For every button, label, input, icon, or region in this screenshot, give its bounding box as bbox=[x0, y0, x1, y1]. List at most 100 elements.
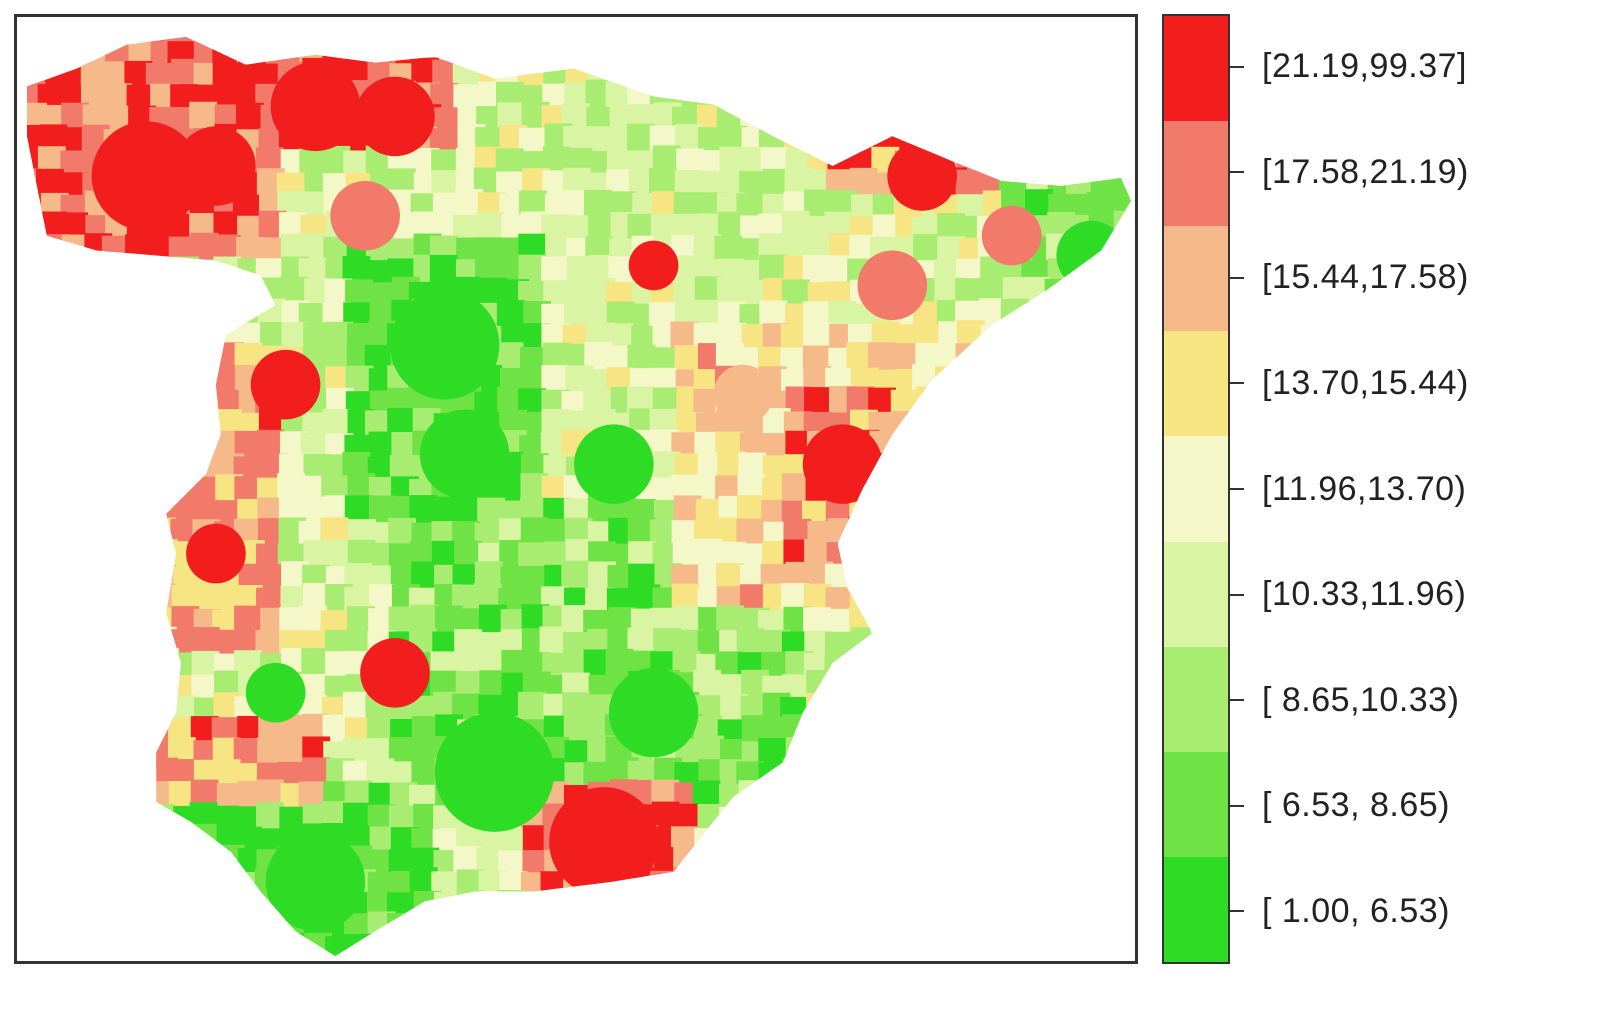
map-region bbox=[1000, 780, 1029, 809]
map-region bbox=[59, 260, 88, 288]
map-region bbox=[126, 562, 155, 591]
map-region bbox=[762, 868, 791, 897]
map-region bbox=[893, 628, 922, 657]
map-region bbox=[17, 959, 45, 961]
map-region bbox=[452, 933, 481, 957]
map-region bbox=[541, 256, 570, 285]
map-region bbox=[432, 936, 461, 957]
map-region bbox=[714, 914, 743, 943]
map-region bbox=[871, 870, 900, 899]
map-region bbox=[849, 871, 877, 899]
map-region bbox=[999, 894, 1028, 923]
map-region bbox=[763, 934, 792, 957]
map-region bbox=[1090, 826, 1119, 855]
map-region bbox=[935, 455, 964, 484]
map-region bbox=[125, 409, 153, 438]
map-region bbox=[1091, 409, 1120, 438]
map-region bbox=[846, 674, 875, 703]
legend-swatch bbox=[1164, 16, 1228, 122]
map-region bbox=[804, 960, 832, 961]
map-region bbox=[26, 781, 48, 810]
map-region bbox=[1112, 957, 1135, 961]
map-region bbox=[190, 368, 219, 397]
map-region bbox=[270, 61, 361, 152]
legend-label: [15.44,17.58) bbox=[1262, 258, 1469, 297]
map-region bbox=[1000, 739, 1029, 768]
map-region bbox=[867, 828, 896, 857]
map-region bbox=[849, 561, 877, 590]
map-region bbox=[430, 958, 458, 961]
map-region bbox=[632, 955, 660, 957]
map-region bbox=[386, 912, 415, 941]
map-region bbox=[81, 954, 110, 957]
map-region bbox=[1130, 648, 1132, 677]
map-region bbox=[825, 671, 854, 700]
map-region bbox=[1070, 366, 1099, 394]
map-region bbox=[1088, 674, 1116, 703]
map-region bbox=[518, 934, 547, 957]
map-region bbox=[911, 563, 940, 592]
map-region bbox=[780, 890, 809, 919]
map-region bbox=[894, 36, 923, 47]
map-region bbox=[455, 37, 484, 65]
map-region bbox=[1004, 82, 1033, 111]
map-region bbox=[824, 124, 853, 152]
map-region bbox=[958, 539, 987, 568]
map-region bbox=[26, 301, 43, 330]
map-region bbox=[869, 937, 898, 957]
map-region bbox=[693, 871, 722, 900]
map-region bbox=[1004, 453, 1033, 482]
map-region bbox=[519, 955, 548, 957]
map-region bbox=[26, 828, 44, 857]
legend-tick bbox=[1230, 276, 1244, 279]
map-region bbox=[936, 670, 965, 699]
map-region bbox=[63, 697, 92, 726]
legend-label: [11.96,13.70) bbox=[1262, 469, 1467, 508]
map-region bbox=[62, 957, 90, 961]
map-region bbox=[870, 522, 899, 550]
map-region bbox=[186, 523, 246, 584]
map-region bbox=[26, 670, 47, 698]
map-region bbox=[1044, 278, 1073, 307]
map-region bbox=[1065, 848, 1094, 877]
map-region bbox=[981, 85, 1010, 114]
map-region bbox=[1087, 320, 1116, 349]
map-region bbox=[957, 36, 986, 48]
map-region bbox=[867, 955, 896, 957]
map-region bbox=[389, 36, 418, 47]
map-region bbox=[61, 456, 90, 485]
map-region bbox=[673, 40, 701, 68]
map-region bbox=[1067, 671, 1096, 700]
map-region bbox=[1110, 387, 1132, 416]
map-region bbox=[1025, 694, 1054, 723]
map-region bbox=[1109, 343, 1132, 372]
map-region bbox=[1112, 276, 1132, 305]
map-region bbox=[807, 913, 836, 942]
map-region bbox=[1114, 522, 1132, 550]
legend-labels: [21.19,99.37] [17.58,21.19) [15.44,17.58) [… bbox=[1230, 14, 1560, 964]
map-region bbox=[959, 478, 988, 507]
map-region bbox=[672, 911, 701, 940]
map-region bbox=[846, 697, 875, 725]
map-region bbox=[889, 586, 918, 614]
map-region bbox=[364, 36, 393, 64]
legend-entry: [ 6.53, 8.65) bbox=[1230, 786, 1450, 826]
map-region bbox=[938, 779, 967, 808]
map-region bbox=[429, 36, 458, 43]
map-region bbox=[123, 867, 152, 896]
map-region bbox=[895, 958, 923, 961]
map-region bbox=[171, 387, 200, 416]
map-region bbox=[781, 41, 810, 70]
map-region bbox=[1066, 541, 1094, 570]
map-region bbox=[693, 538, 722, 567]
map-region bbox=[62, 867, 91, 896]
map-region bbox=[1024, 62, 1053, 91]
map-region bbox=[823, 802, 852, 831]
map-region bbox=[105, 607, 134, 635]
map-region bbox=[1092, 912, 1121, 940]
map-region bbox=[892, 518, 921, 546]
map-region bbox=[26, 517, 44, 546]
map-region bbox=[1133, 321, 1135, 349]
map-region bbox=[935, 36, 964, 45]
map-region bbox=[938, 39, 967, 68]
